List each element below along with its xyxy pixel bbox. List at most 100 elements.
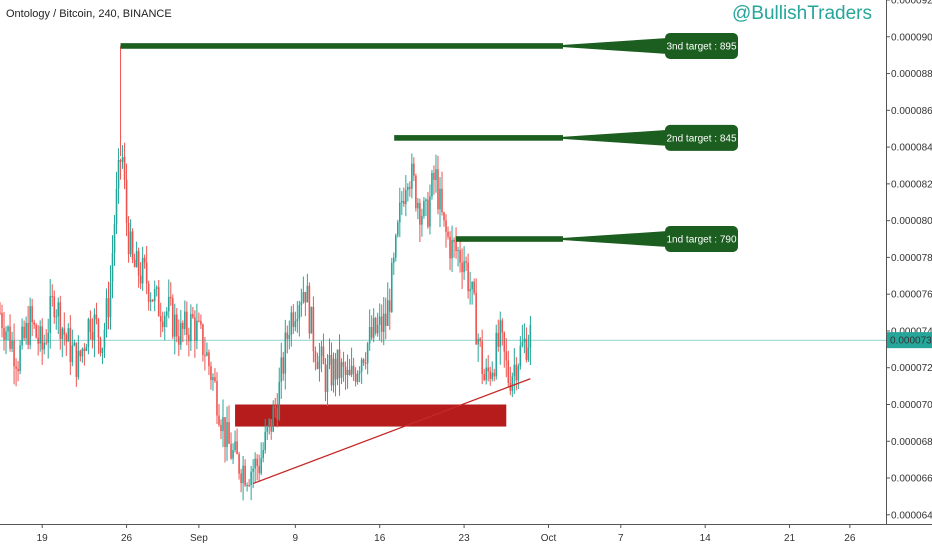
candle-body [475,292,477,345]
candle-body [403,200,405,204]
candle-body [188,334,190,342]
candle-body [505,351,508,361]
candle-body [278,381,281,420]
candle-body [113,224,116,253]
candle-body [71,345,74,363]
candle-body [186,311,188,335]
candle-body [489,371,492,379]
candle-body [298,305,301,320]
candle-body [390,262,393,312]
candle-body [378,316,381,325]
time-tick-label: 21 [784,533,796,544]
time-tick-label: 16 [374,533,386,544]
candle-body [445,220,447,232]
candle-body [161,321,164,328]
candle-body [495,332,498,377]
candle-body [33,322,35,325]
candle-body [340,362,343,378]
candle-body [145,262,148,284]
candle-body [308,285,311,334]
candle-body [394,235,397,258]
candle-body [250,471,252,486]
candle-body [226,422,228,448]
candle-body [95,314,98,320]
candle-body [49,296,52,333]
candle-body [204,355,206,357]
candle-body [386,300,389,326]
time-tick-label: 14 [700,533,712,544]
candle-body [157,287,160,317]
candle-body [274,406,277,408]
candle-body [43,342,45,350]
candle-body [109,281,112,318]
candle-body [459,250,461,263]
candle-body [206,352,208,356]
candle-body [55,316,58,318]
candle-body [258,465,260,474]
candle-body [471,281,473,290]
candle-body [451,239,453,259]
candle-body [356,373,359,382]
candle-body [220,424,222,432]
candle-body [469,289,471,292]
candle-body [123,157,126,180]
candle-body [165,311,168,316]
candle-body [63,328,66,335]
candle-body [268,419,271,428]
candle-body [133,259,136,268]
candle-body [260,458,262,474]
candle-body [487,367,490,372]
candle-body [350,365,353,375]
candle-body [141,257,144,284]
candle-body [200,320,202,325]
candle-body [89,319,92,333]
candle-body [107,298,110,318]
target-callout-box [665,32,738,59]
candle-body [61,328,64,339]
candle-body [465,261,467,263]
candle-body [0,312,1,314]
candle-body [129,231,132,255]
candle-body [493,372,496,377]
candle-body [111,252,114,282]
candle-body [85,346,88,352]
candle-body [455,242,457,252]
candle-body [527,347,530,360]
candle-body [169,296,172,299]
candle-body [437,169,439,210]
candle-body [352,365,355,374]
candle-body [288,335,291,339]
candle-body [218,415,220,425]
time-tick-label: 23 [459,533,471,544]
candle-body [364,363,367,365]
candle-body [435,169,437,181]
candle-body [135,251,138,268]
candle-body [463,261,465,273]
candle-body [59,302,62,339]
candle-body [248,485,250,487]
candle-body [366,343,369,364]
candle-body [45,342,48,344]
candle-body [57,302,60,317]
candle-body [236,441,238,455]
candle-body [392,257,395,263]
candle-body [29,306,31,345]
target-callout-box [665,124,738,151]
candle-body [326,364,329,392]
candle-body [178,336,180,345]
candle-body [81,348,84,357]
candle-body [515,364,518,381]
candle-body [272,406,275,432]
candle-body [41,326,43,350]
candle-body [27,322,29,345]
support-zone-rect [235,404,507,427]
current-price-label: 0.0000735 [890,336,932,347]
candle-body [93,314,96,341]
candle-body [252,468,254,472]
candle-body [358,371,361,374]
